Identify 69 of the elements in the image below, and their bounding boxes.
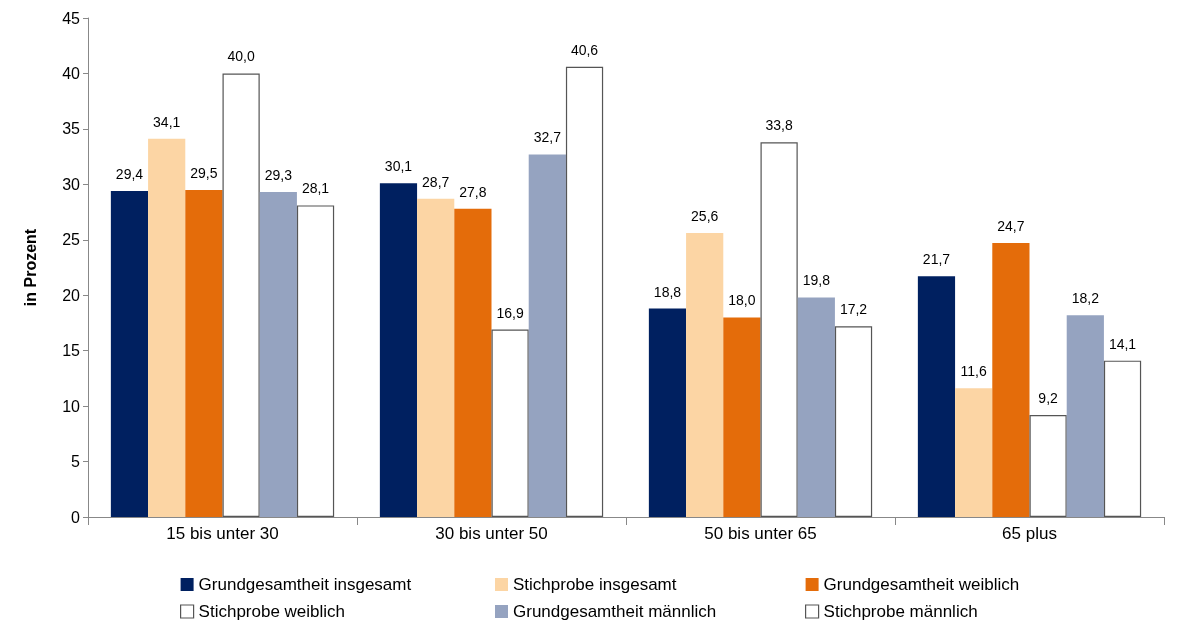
- y-tick-label: 45: [62, 9, 81, 27]
- legend-label: Grundgesamtheit weiblich: [823, 575, 1020, 594]
- bar: [296, 205, 335, 517]
- data-label: 40,6: [570, 41, 599, 58]
- bar: [760, 142, 798, 517]
- data-label: 18,2: [1071, 290, 1100, 307]
- y-tick-label: 35: [62, 120, 81, 138]
- y-tick-label: 15: [62, 342, 81, 360]
- data-label: 18,0: [728, 292, 756, 309]
- data-label: 32,7: [533, 129, 562, 146]
- data-label: 24,7: [997, 218, 1025, 235]
- data-label: 19,8: [802, 272, 831, 289]
- data-label: 28,7: [422, 173, 450, 190]
- legend-label: Stichprobe männlich: [823, 602, 978, 621]
- data-label: 29,5: [190, 164, 218, 181]
- y-tick-label: 30: [62, 175, 81, 193]
- bar: [1029, 414, 1067, 517]
- bar: [565, 66, 604, 517]
- legend-label: Grundgesamtheit männlich: [513, 602, 717, 621]
- x-tick-label: 15 bis unter 30: [166, 524, 279, 543]
- data-label: 18,8: [653, 283, 682, 300]
- bar: [917, 276, 956, 517]
- data-label: 28,1: [301, 180, 330, 197]
- data-label: 33,8: [765, 117, 793, 134]
- bar: [259, 192, 297, 517]
- data-label: 21,7: [922, 251, 951, 268]
- legend-label: Grundgesamtheit insgesamt: [198, 575, 412, 594]
- bar: [797, 297, 835, 517]
- bar: [222, 73, 260, 517]
- legend-label: Stichprobe weiblich: [198, 602, 346, 621]
- x-tick-label: 30 bis unter 50: [435, 524, 548, 543]
- y-tick-label: 10: [62, 397, 81, 415]
- y-axis-title: in Prozent: [21, 228, 39, 307]
- data-label: 9,2: [1038, 389, 1059, 406]
- data-label: 17,2: [839, 301, 868, 318]
- y-tick-label: 0: [71, 508, 81, 526]
- data-label: 40,0: [227, 48, 255, 65]
- bar: [528, 154, 566, 517]
- data-label: 29,3: [264, 167, 293, 184]
- bar: [834, 326, 873, 517]
- y-tick-label: 25: [62, 231, 81, 249]
- bar: [379, 183, 418, 517]
- y-tick-label: 20: [62, 286, 81, 304]
- bar: [992, 243, 1030, 517]
- legend-label: Stichprobe insgesamt: [513, 575, 677, 594]
- bar: [110, 190, 149, 517]
- bar: [417, 198, 455, 517]
- data-label: 14,1: [1108, 335, 1137, 352]
- data-label: 25,6: [691, 208, 719, 225]
- bar: [148, 138, 186, 517]
- bar: [454, 208, 492, 517]
- data-label: 16,9: [496, 304, 524, 321]
- bar: [955, 388, 993, 517]
- bar: [686, 233, 724, 517]
- bar: [648, 308, 687, 517]
- data-label: 34,1: [153, 113, 181, 130]
- data-label: 30,1: [384, 158, 413, 175]
- bar: [185, 189, 223, 517]
- y-tick-label: 5: [71, 453, 81, 471]
- data-label: 11,6: [960, 363, 987, 380]
- bar: [491, 329, 529, 517]
- data-label: 27,8: [459, 183, 487, 200]
- bar: [1103, 360, 1142, 517]
- data-label: 29,4: [115, 165, 144, 182]
- bar: [1066, 315, 1104, 517]
- bar: [723, 317, 761, 517]
- y-tick-label: 40: [62, 64, 81, 82]
- x-tick-label: 50 bis unter 65: [704, 524, 817, 543]
- x-tick-label: 65 plus: [1002, 524, 1057, 543]
